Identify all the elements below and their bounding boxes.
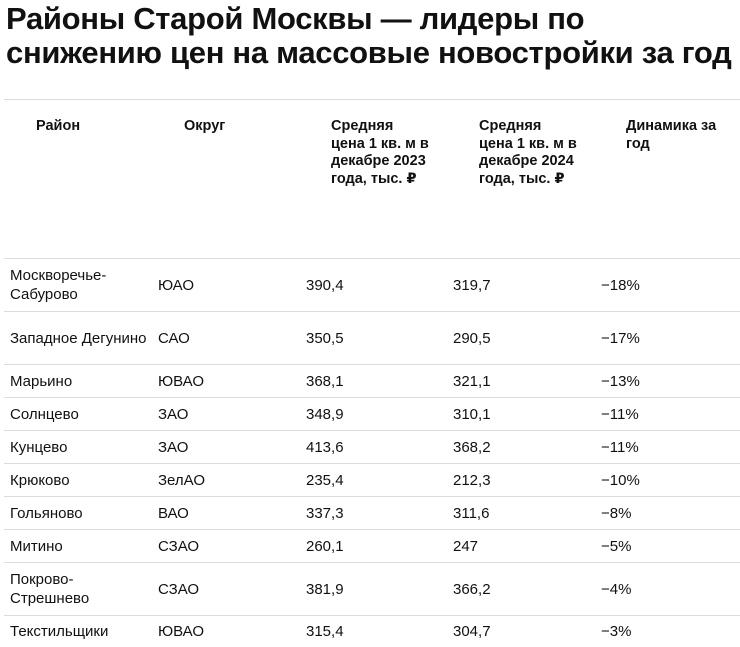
cell-okrug: СЗАО [158,580,200,598]
cell-price-2023: 390,4 [306,276,344,294]
cell-price-2023: 350,5 [306,329,344,347]
column-header-district: Район [36,118,81,134]
cell-change: −3% [601,623,632,640]
table-row: Марьино ЮВАО 368,1 321,1 −13% [4,364,740,397]
cell-change: −11% [601,405,639,423]
table-row: Покрово-Стрешнево СЗАО 381,9 366,2 −4% [4,562,740,615]
table-row: Гольяново ВАО 337,3 311,6 −8% [4,496,740,529]
cell-price-2024: 321,1 [453,372,491,390]
cell-change: −8% [601,504,632,522]
table-row: Солнцево ЗАО 348,9 310,1 −11% [4,397,740,430]
cell-okrug: ЗАО [158,405,189,423]
table-row: Западное Дегунино САО 350,5 290,5 −17% [4,311,740,364]
cell-change: −5% [601,537,632,555]
cell-price-2024: 368,2 [453,438,491,456]
cell-change: −13% [601,372,640,390]
cell-district: Покрово-Стрешнево [10,571,90,607]
cell-okrug: ЮАО [158,276,194,294]
table-row: Кунцево ЗАО 413,6 368,2 −11% [4,430,740,463]
column-header-price-2023: Средняя цена 1 кв. м в декабре 2023 года… [331,118,429,187]
cell-price-2024: 366,2 [453,580,491,598]
cell-district: Москворечье-Сабурово [10,267,107,303]
cell-okrug: ЮВАО [158,372,205,390]
cell-price-2024: 304,7 [453,623,491,640]
cell-price-2023: 381,9 [306,580,344,598]
cell-change: −10% [601,471,640,489]
cell-district: Гольяново [10,504,83,522]
cell-okrug: ЗАО [158,438,189,456]
cell-price-2023: 235,4 [306,471,344,489]
column-header-change: Динамика за год [626,118,717,152]
table-row: Крюково ЗелАО 235,4 212,3 −10% [4,463,740,496]
cell-district: Марьино [10,372,73,390]
cell-okrug: СЗАО [158,537,200,555]
cell-okrug: САО [158,329,190,347]
cell-okrug: ВАО [158,504,189,522]
cell-change: −4% [601,580,632,598]
cell-change: −11% [601,438,639,456]
cell-price-2024: 212,3 [453,471,491,489]
cell-district: Западное Дегунино [10,329,147,347]
cell-price-2024: 311,6 [453,504,490,522]
cell-price-2023: 348,9 [306,405,344,423]
cell-change: −17% [601,329,640,347]
cell-district: Солнцево [10,405,79,423]
cell-change: −18% [601,276,640,294]
cell-price-2023: 368,1 [306,372,344,390]
cell-district: Кунцево [10,438,68,456]
cell-district: Митино [10,537,63,555]
table-row: Митино СЗАО 260,1 247 −5% [4,529,740,562]
cell-okrug: ЮВАО [158,623,205,640]
table-row: Текстильщики ЮВАО 315,4 304,7 −3% [4,615,740,647]
table-row: Москворечье-Сабурово ЮАО 390,4 319,7 −18… [4,258,740,311]
cell-price-2023: 315,4 [306,623,344,640]
cell-okrug: ЗелАО [158,471,205,489]
cell-district: Текстильщики [10,623,109,640]
cell-price-2024: 310,1 [453,405,491,423]
column-header-okrug: Округ [184,118,226,134]
cell-price-2023: 413,6 [306,438,344,456]
cell-price-2023: 337,3 [306,504,344,522]
column-header-price-2024: Средняя цена 1 кв. м в декабре 2024 года… [479,118,577,187]
cell-price-2024: 319,7 [453,276,491,294]
cell-district: Крюково [10,471,70,489]
page-title: Районы Старой Москвы — лидеры по снижени… [6,1,732,70]
cell-price-2024: 290,5 [453,329,491,347]
table-top-divider [4,99,740,100]
cell-price-2024: 247 [453,537,479,555]
cell-price-2023: 260,1 [306,537,344,555]
